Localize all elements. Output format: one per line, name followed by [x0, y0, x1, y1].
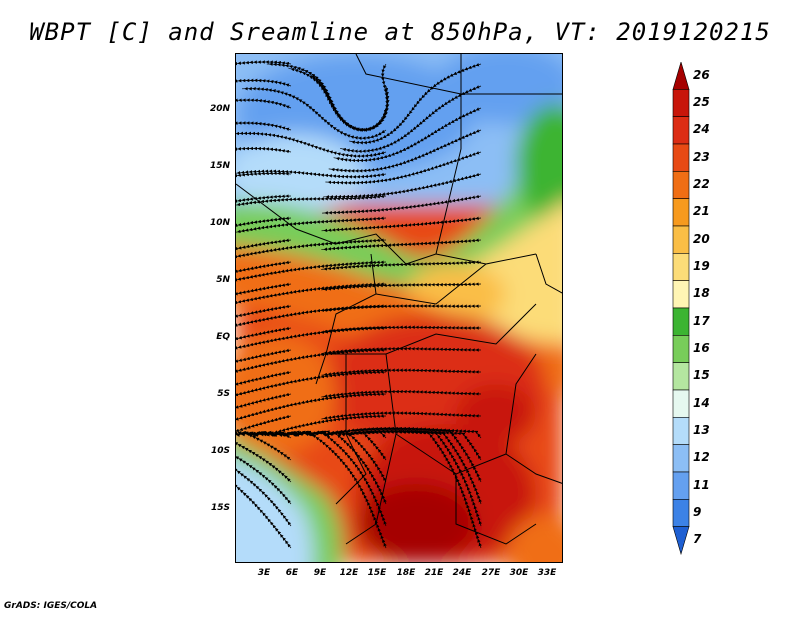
- colorbar-tick-label: 16: [693, 341, 710, 355]
- colorbar-tick-label: 12: [693, 450, 710, 465]
- streamline: [236, 121, 292, 131]
- colorbar-tick-label: 9: [693, 505, 702, 519]
- colorbar-cell: [672, 471, 690, 500]
- colorbar-tick-label: 7: [693, 532, 702, 547]
- streamline: [236, 414, 292, 433]
- colorbar: [672, 62, 690, 556]
- colorbar-tick-label: 14: [693, 395, 710, 410]
- lat-label-eq: EQ: [216, 332, 230, 342]
- streamline: [236, 238, 387, 259]
- streamline: [236, 194, 292, 203]
- colorbar-tick-label: 19: [693, 259, 710, 273]
- colorbar-cell: [672, 526, 690, 556]
- lon-label-18e: 18E: [396, 568, 416, 578]
- streamline: [236, 370, 387, 397]
- colorbar-tick-label: 25: [693, 95, 710, 109]
- lat-label-10n: 10N: [209, 218, 230, 228]
- streamline: [236, 348, 292, 363]
- streamline: [236, 392, 387, 421]
- colorbar-cell: [672, 143, 690, 172]
- colorbar-tick-label: 13: [693, 423, 710, 437]
- streamline: [236, 216, 292, 227]
- streamline: [236, 326, 387, 350]
- lon-label-3e: 3E: [257, 568, 271, 578]
- streamline: [236, 260, 387, 282]
- chart-title: WBPT [C] and Sreamline at 850hPa, VT: 20…: [29, 18, 771, 46]
- lon-label-6e: 6E: [285, 568, 299, 578]
- lat-label-20n: 20N: [209, 104, 230, 114]
- lon-label-24e: 24E: [452, 568, 472, 578]
- lon-label-9e: 9E: [313, 568, 327, 578]
- colorbar-cell: [672, 499, 690, 527]
- credit-text: GrADS: IGES/COLA: [4, 601, 98, 611]
- streamline: [236, 169, 387, 179]
- colorbar-tick-label: 18: [693, 286, 710, 301]
- streamline: [236, 282, 387, 305]
- lon-label-15e: 15E: [367, 568, 387, 578]
- lat-label-5n: 5N: [216, 275, 230, 285]
- lat-label-15n: 15N: [209, 161, 230, 171]
- colorbar-cell: [672, 253, 690, 281]
- streamline: [236, 238, 292, 251]
- streamline: [236, 260, 292, 273]
- streamline: [236, 282, 292, 296]
- lat-label-15s: 15S: [210, 503, 230, 513]
- streamline: [236, 304, 387, 327]
- streamline-layer: [236, 60, 482, 549]
- colorbar-cell: [672, 62, 690, 90]
- colorbar-cell: [672, 307, 690, 336]
- colorbar-cell: [672, 362, 690, 391]
- colorbar-tick-label: 15: [693, 368, 710, 383]
- streamline: [236, 392, 292, 409]
- streamline: [236, 326, 292, 341]
- colorbar-tick-label: 26: [693, 67, 710, 82]
- colorbar-cell: [672, 171, 690, 199]
- colorbar-cell: [672, 335, 690, 363]
- colorbar-cell: [672, 116, 690, 145]
- colorbar-tick-label: 21: [693, 204, 710, 219]
- streamline: [236, 146, 292, 154]
- colorbar-tick-label: 20: [693, 231, 710, 246]
- streamline: [236, 131, 387, 158]
- streamline: [236, 484, 292, 549]
- streamline: [322, 194, 482, 215]
- colorbar-cell: [672, 198, 690, 227]
- colorbar-tick-label: 17: [693, 313, 710, 328]
- streamline: [236, 304, 292, 318]
- colorbar-cell: [672, 280, 690, 309]
- country-borders: [236, 54, 562, 545]
- lon-label-30e: 30E: [509, 568, 529, 578]
- colorbar-cell: [672, 417, 690, 445]
- lon-label-27e: 27E: [481, 568, 501, 578]
- streamline: [236, 348, 387, 373]
- colorbar-tick-label: 11: [693, 477, 710, 492]
- streamline: [236, 216, 387, 234]
- weather-map: [236, 54, 562, 562]
- colorbar-cell: [672, 225, 690, 254]
- map-panel: [235, 53, 563, 563]
- lat-label-10s: 10S: [210, 446, 230, 456]
- lon-label-33e: 33E: [537, 568, 557, 578]
- colorbar-cell: [672, 444, 690, 473]
- colorbar-cell: [672, 389, 690, 418]
- colorbar-tick-label: 24: [693, 122, 710, 137]
- colorbar-tick-label: 23: [693, 149, 710, 164]
- colorbar-cell: [672, 89, 690, 117]
- lon-label-12e: 12E: [339, 568, 359, 578]
- streamline: [236, 370, 292, 386]
- lat-label-5s: 5S: [217, 389, 230, 399]
- lon-label-21e: 21E: [424, 568, 444, 578]
- colorbar-tick-label: 22: [693, 177, 710, 191]
- temperature-field: [236, 54, 562, 562]
- streamline: [236, 171, 292, 178]
